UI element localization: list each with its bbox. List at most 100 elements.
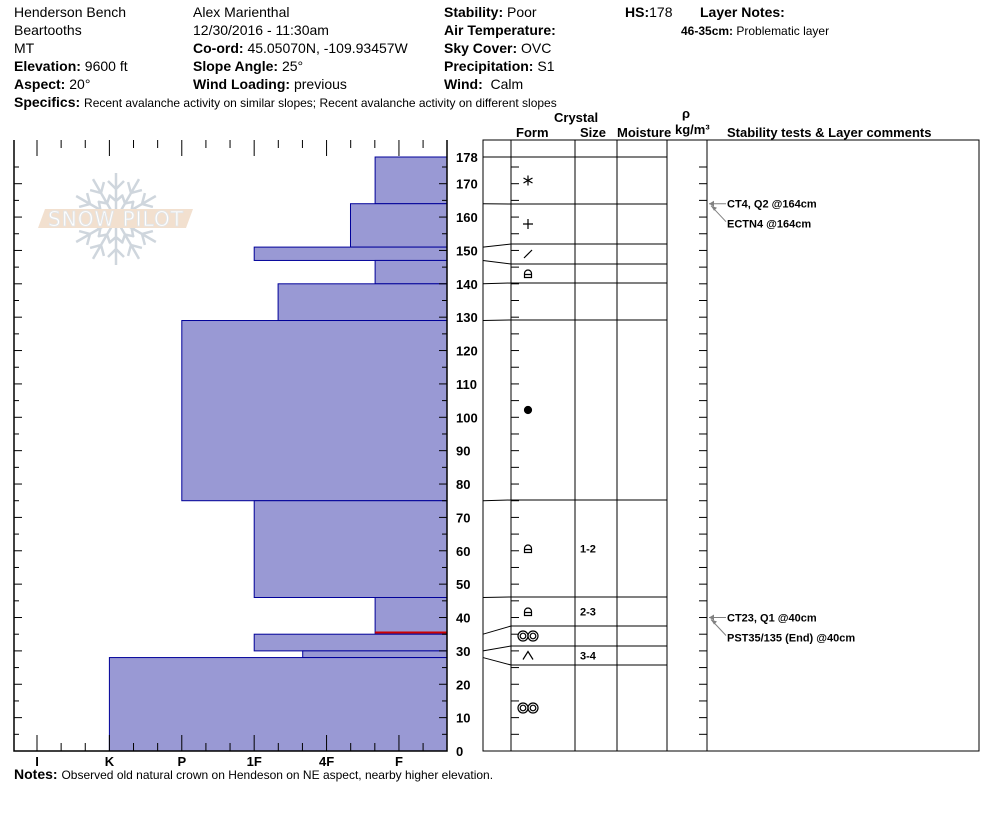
precipitation: Precipitation: S1 (444, 58, 554, 74)
slope-label: Slope Angle: (193, 58, 279, 74)
star-shape (523, 175, 533, 186)
site-name: Henderson Bench (14, 4, 127, 20)
observer-name: Alex Marienthal (193, 4, 290, 20)
aspect-label: Aspect: (14, 76, 66, 92)
dome-shape (523, 607, 533, 617)
specifics-label: Specifics: (14, 94, 81, 110)
site-range: Beartooths (14, 22, 82, 38)
wind-label: Wind: (444, 76, 483, 92)
wind-loading-label: Wind Loading: (193, 76, 291, 92)
outer-circle (517, 630, 529, 642)
stability-label: Stability: (444, 4, 504, 20)
wind-loading-value: previous (293, 76, 347, 92)
plus-shape (523, 219, 533, 229)
notes-text: Observed old natural crown on Hendeson o… (61, 768, 494, 782)
slope-angle: Slope Angle: 25° (193, 58, 303, 74)
hardness-tick-label: P (177, 754, 186, 769)
stability-test-result: PST35/135 (End) @40cm (727, 633, 855, 645)
hardness-bar (253, 246, 448, 261)
layer-connector (482, 657, 512, 666)
observation-datetime: 12/30/2016 - 11:30am (193, 22, 329, 38)
sky-cover: Sky Cover: OVC (444, 40, 551, 56)
depth-tick-label: 20 (456, 677, 470, 692)
hs-label: HS: (625, 4, 650, 20)
inner-circle (529, 704, 537, 712)
depth-tick-label: 50 (456, 577, 470, 592)
melt-forms-icon (517, 630, 539, 642)
stability-test-result: ECTN4 @164cm (727, 219, 811, 231)
layer-connector (482, 625, 512, 635)
outer-circle (527, 702, 539, 714)
decomposing-fragments-icon (523, 219, 533, 229)
hardness-tick-label: 4F (319, 754, 334, 769)
inner-circle (519, 632, 527, 640)
arrow-icon (711, 205, 717, 211)
rounded-grains-icon (523, 405, 533, 415)
snow-height: HS:178 (625, 4, 672, 20)
layer-note-text: Problematic layer (736, 24, 830, 38)
arrow-icon (711, 619, 717, 625)
hardness-tick-label: I (35, 754, 39, 769)
stability: Stability: Poor (444, 4, 537, 20)
coord-label: Co-ord: (193, 40, 244, 56)
hardness-bar (374, 259, 448, 285)
sky-value: OVC (521, 40, 552, 56)
faceted-rounded-icon (523, 607, 533, 617)
wind-value: Calm (490, 76, 524, 92)
elevation: Elevation: 9600 ft (14, 58, 128, 74)
stability-test-result: CT23, Q1 @40cm (727, 613, 817, 625)
sky-label: Sky Cover: (444, 40, 518, 56)
precipitation-particles-icon (523, 175, 533, 186)
depth-tick-label: 100 (456, 410, 478, 425)
depth-tick-label: 60 (456, 544, 470, 559)
arrow-icon (709, 614, 714, 621)
layer-note-range: 46-35cm: (681, 24, 734, 38)
air-temp-label: Air Temperature: (444, 22, 556, 38)
hardness-tick-label: F (395, 754, 403, 769)
depth-tick-label: 170 (456, 177, 478, 192)
depth-tick-label: 40 (456, 611, 470, 626)
hardness-bar (349, 203, 448, 248)
notes: Notes: Observed old natural crown on Hen… (14, 766, 493, 783)
hardness-bar (374, 596, 448, 635)
inner-circle (519, 704, 527, 712)
depth-tick-label: 120 (456, 344, 478, 359)
logo-banner (38, 209, 193, 228)
depth-tick-label: 30 (456, 644, 470, 659)
layer-notes-title: Layer Notes: (700, 4, 785, 20)
crystal-size: 1-2 (580, 544, 596, 556)
snowpilot-logo: SNOW PILOT (38, 173, 193, 265)
faceted-rounded-icon (523, 544, 533, 554)
outer-circle (517, 702, 529, 714)
coord-value: 45.05070N, -109.93457W (247, 40, 408, 56)
slash-shape (523, 249, 533, 259)
hardness-bar (253, 500, 448, 598)
depth-tick-label: 110 (456, 377, 477, 392)
layer-connector (482, 259, 512, 265)
depth-tick-label: 160 (456, 210, 478, 225)
crystal-size: 3-4 (580, 651, 597, 663)
wind: Wind: Calm (444, 76, 523, 92)
crystal-size: 2-3 (580, 607, 596, 619)
depth-tick-label: 130 (456, 310, 478, 325)
layer-table-frame (482, 139, 980, 752)
depth-tick-label: 10 (456, 711, 470, 726)
elevation-value: 9600 ft (84, 58, 128, 74)
inner-circle (529, 632, 537, 640)
dome-shape (523, 269, 533, 279)
depth-tick-label: 0 (456, 744, 463, 759)
notes-label: Notes: (14, 766, 58, 782)
slope-value: 25° (281, 58, 304, 74)
melt-forms-icon (517, 702, 539, 714)
aspect-value: 20° (69, 76, 91, 92)
layer-notes-label: Layer Notes: (700, 4, 785, 20)
slash-form-icon (523, 249, 533, 259)
comments-header: Stability tests & Layer comments (727, 125, 932, 140)
dot-shape (523, 405, 533, 415)
depth-tick-label: 80 (456, 477, 470, 492)
elevation-label: Elevation: (14, 58, 81, 74)
layer-connector (482, 499, 512, 502)
hardness-bar (374, 156, 448, 205)
specifics: Specifics: Recent avalanche activity on … (14, 94, 557, 111)
layer-connector (482, 645, 512, 652)
